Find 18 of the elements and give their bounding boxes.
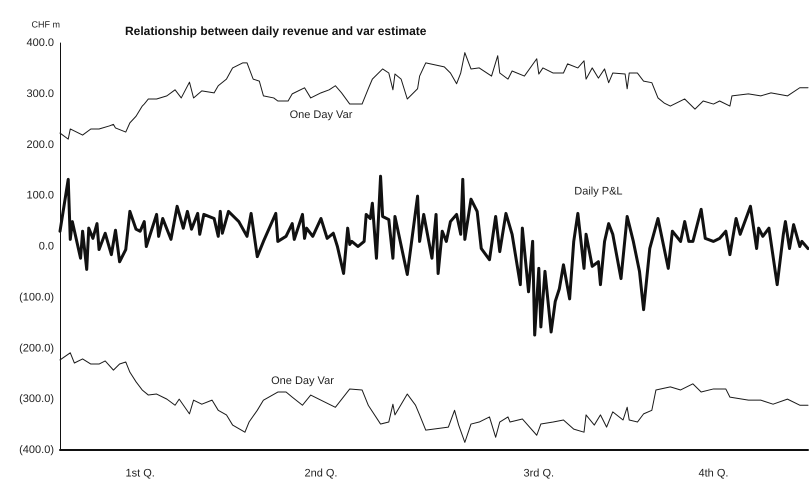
chart-title: Relationship between daily revenue and var estimate bbox=[125, 24, 427, 38]
y-tick-label: (100.0) bbox=[19, 291, 54, 304]
series-label: One Day Var bbox=[271, 375, 334, 388]
y-tick-label: 100.0 bbox=[26, 190, 54, 202]
y-tick-label: (400.0) bbox=[19, 444, 54, 456]
y-tick-label: 200.0 bbox=[26, 138, 54, 151]
y-tick-label: 400.0 bbox=[26, 37, 54, 49]
x-tick-label: 1st Q. bbox=[125, 468, 155, 480]
x-tick-label: 2nd Q. bbox=[304, 468, 338, 480]
y-tick-label: (200.0) bbox=[19, 342, 54, 354]
series-label: Daily P&L bbox=[574, 186, 623, 198]
y-tick-label: 0.0 bbox=[38, 240, 54, 252]
x-tick-label: 4th Q. bbox=[698, 468, 728, 480]
y-tick-label: (300.0) bbox=[19, 393, 54, 406]
series-label: One Day Var bbox=[290, 108, 353, 121]
y-tick-label: 300.0 bbox=[26, 88, 54, 100]
y-axis-title: CHF m bbox=[32, 20, 60, 30]
x-tick-label: 3rd Q. bbox=[524, 468, 554, 480]
